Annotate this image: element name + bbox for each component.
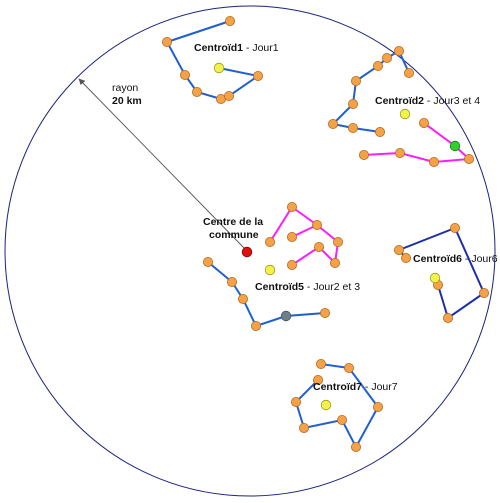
route-line [294, 363, 380, 450]
centroid-marker [213, 62, 225, 74]
cluster2-label: Centroïd2 - Jour3 et 4 [375, 95, 480, 107]
stop-marker [393, 46, 404, 57]
radius-arrow [78, 78, 247, 251]
stop-marker [463, 153, 474, 164]
stop-marker [286, 259, 297, 270]
stop-marker [449, 222, 460, 233]
cluster6-label: Centroïd6 - Jour6 [413, 253, 498, 265]
centroid-marker [399, 108, 411, 120]
stop-marker [286, 201, 297, 212]
stop-marker [372, 61, 383, 72]
centroid-marker [429, 272, 441, 284]
route-line [165, 20, 261, 101]
stop-marker [286, 231, 297, 242]
stop-marker [343, 362, 354, 373]
stop-marker [358, 149, 369, 160]
route-line-magenta [269, 205, 340, 266]
commune-center-marker [241, 246, 253, 258]
stop-marker [252, 71, 263, 82]
stop-marker [381, 53, 392, 64]
cluster6-route [397, 226, 486, 320]
stop-marker [237, 293, 248, 304]
stop-marker [329, 257, 340, 268]
stop-marker [312, 374, 323, 385]
centroid-marker [320, 399, 332, 411]
stop-marker [202, 256, 213, 267]
cluster7-label: Centroïd7 - Jour7 [313, 381, 398, 393]
stop-marker [226, 276, 237, 287]
commune-center-label-line1: Centre de la [203, 216, 263, 228]
stop-marker [224, 15, 235, 26]
stop-marker [313, 241, 324, 252]
stop-marker [264, 236, 275, 247]
stop-marker [191, 87, 202, 98]
stop-marker [403, 68, 414, 79]
stop-marker [442, 312, 453, 323]
route-line [207, 261, 326, 328]
stop-marker [161, 37, 172, 48]
route-line [397, 226, 486, 320]
stop-marker [298, 422, 309, 433]
cluster1-label: Centroïd1 - Jour1 [194, 42, 279, 54]
grey-stop-marker [280, 310, 292, 322]
stop-marker [250, 320, 261, 331]
stop-marker [428, 156, 439, 167]
route-line-magenta [363, 122, 472, 164]
stop-marker [393, 244, 404, 255]
stop-marker [336, 414, 347, 425]
stop-markers [161, 15, 489, 452]
stop-marker [347, 123, 358, 134]
commune-boundary-circle [4, 5, 496, 497]
commune-center-label-line2: commune [209, 229, 259, 241]
stop-marker [319, 307, 330, 318]
cluster5-label: Centroïd5 - Jour2 et 3 [255, 281, 360, 293]
stop-marker [327, 119, 338, 130]
radius-word-label: rayon [112, 82, 138, 94]
centroid-marker [264, 264, 276, 276]
cluster1-route [165, 20, 261, 101]
stop-marker [311, 219, 322, 230]
cluster7-route [294, 363, 380, 450]
stop-marker [350, 441, 361, 452]
stop-marker [400, 252, 411, 263]
stop-marker [290, 396, 301, 407]
centroid-markers [213, 62, 441, 411]
stop-marker [394, 147, 405, 158]
green-stop-marker [449, 140, 461, 152]
stop-marker [418, 118, 429, 129]
radius-value-label: 20 km [112, 95, 142, 107]
stop-marker [350, 76, 361, 87]
stop-marker [332, 236, 343, 247]
stop-marker [347, 99, 358, 110]
stop-marker [223, 91, 234, 102]
route-line [330, 49, 410, 133]
stop-marker [372, 401, 383, 412]
stop-marker [478, 287, 489, 298]
stop-marker [179, 70, 190, 81]
stop-marker [315, 358, 326, 369]
stop-marker [374, 127, 385, 138]
